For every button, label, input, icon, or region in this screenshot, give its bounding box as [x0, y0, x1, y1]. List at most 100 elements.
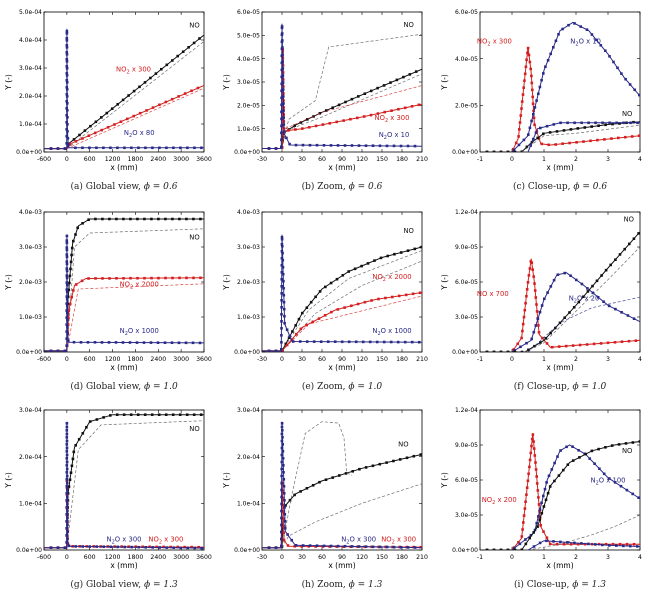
data-point — [183, 545, 186, 549]
series-line — [527, 296, 640, 352]
x-tick-label: 180 — [396, 356, 408, 363]
data-point — [322, 544, 326, 548]
data-point — [179, 146, 182, 150]
data-point — [290, 538, 293, 542]
data-point — [527, 53, 531, 57]
data-point — [566, 463, 570, 466]
data-point — [623, 247, 626, 251]
data-point — [598, 467, 601, 470]
data-point — [618, 542, 622, 546]
data-point — [521, 329, 524, 333]
data-point — [615, 544, 618, 547]
series-annotation: NO2 x 2000 — [120, 281, 159, 291]
data-point — [520, 350, 524, 352]
data-point — [405, 456, 409, 460]
data-point — [353, 267, 357, 271]
data-point — [267, 147, 271, 150]
data-point — [335, 545, 338, 548]
data-point — [280, 439, 284, 443]
data-point — [65, 74, 69, 77]
data-point — [293, 124, 296, 127]
y-axis-label: Y (-) — [440, 274, 449, 291]
data-point — [70, 295, 73, 299]
data-point — [116, 545, 119, 549]
data-point — [122, 413, 126, 416]
series-line — [66, 420, 204, 548]
x-tick-label: 1 — [542, 156, 546, 163]
data-point — [632, 237, 636, 240]
plot-frame — [479, 211, 641, 353]
data-point — [548, 485, 552, 488]
y-tick-label: 1.0e-04 — [237, 501, 260, 508]
series-annotation: NO — [624, 215, 634, 223]
data-point — [282, 95, 285, 98]
data-point — [176, 545, 179, 549]
data-point — [280, 278, 283, 281]
data-point — [70, 246, 74, 250]
data-point — [406, 546, 410, 549]
data-point — [65, 471, 69, 474]
data-point — [66, 325, 69, 329]
data-point — [280, 145, 283, 149]
data-point — [324, 285, 327, 289]
series-annotation: N2O x 20 — [569, 295, 600, 305]
data-point — [178, 276, 181, 280]
series-annotation: NO2 x 200 — [482, 496, 517, 506]
data-point — [637, 496, 640, 499]
data-point — [280, 243, 284, 246]
data-point — [357, 144, 361, 147]
y-tick-label: 1.2e-04 — [455, 209, 478, 216]
data-point — [65, 443, 69, 446]
data-point — [190, 89, 193, 93]
data-point — [336, 544, 340, 548]
data-point — [520, 535, 524, 538]
data-point — [590, 125, 593, 128]
data-point — [599, 342, 603, 345]
data-point — [586, 290, 590, 293]
data-point — [65, 255, 69, 259]
data-point — [280, 299, 283, 302]
data-point — [590, 449, 594, 453]
data-point — [617, 136, 620, 140]
data-point — [517, 135, 520, 138]
x-tick-label: 150 — [376, 156, 388, 163]
data-point — [67, 544, 71, 548]
data-point — [311, 320, 315, 324]
data-point — [115, 413, 119, 416]
data-point — [199, 276, 202, 280]
data-point — [129, 276, 132, 280]
data-point — [523, 72, 527, 76]
data-point — [522, 86, 525, 89]
y-tick-label: 2.0e-04 — [19, 93, 42, 100]
data-point — [144, 146, 147, 150]
data-point — [65, 425, 69, 429]
data-point — [67, 309, 70, 313]
data-point — [88, 545, 91, 548]
data-point — [356, 302, 360, 306]
data-point — [343, 544, 347, 548]
plot-area — [44, 217, 204, 352]
data-point — [613, 341, 617, 344]
y-tick-label: 5.0e-04 — [19, 9, 42, 16]
data-point — [604, 542, 608, 546]
data-point — [123, 545, 126, 549]
data-point — [575, 141, 578, 144]
data-point — [530, 261, 534, 264]
x-tick-label: 0 — [510, 554, 514, 561]
data-point — [198, 37, 201, 40]
data-point — [364, 144, 368, 147]
data-point — [587, 121, 590, 125]
data-point — [580, 121, 583, 125]
y-axis-label: Y (-) — [222, 74, 231, 91]
data-point — [280, 523, 283, 527]
x-tick-label: 120 — [356, 156, 368, 163]
data-point — [528, 126, 532, 130]
data-point — [197, 545, 200, 549]
data-point — [65, 276, 69, 280]
x-tick-label: 3 — [606, 554, 610, 561]
data-point — [492, 350, 496, 352]
data-point — [596, 138, 599, 142]
data-point — [132, 114, 135, 118]
data-point — [629, 544, 632, 548]
data-point — [376, 86, 379, 90]
